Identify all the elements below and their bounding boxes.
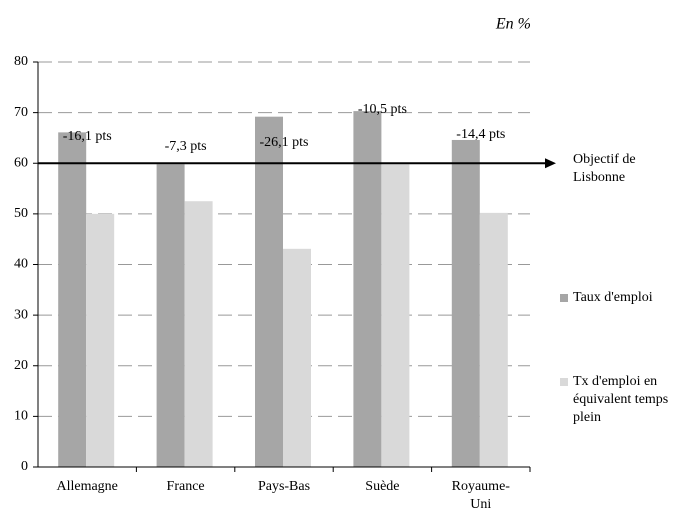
bar — [255, 116, 283, 468]
bar — [479, 212, 508, 467]
y-tick-label: 20 — [14, 358, 28, 373]
annotation: -14,4 pts — [456, 127, 505, 142]
legend-label: Taux d'emploi — [573, 290, 653, 305]
y-tick-label: 50 — [14, 206, 28, 221]
y-tick-label: 10 — [14, 409, 28, 424]
x-tick-label: Suède — [365, 479, 400, 494]
y-tick-label: 80 — [14, 54, 28, 69]
bar — [58, 132, 87, 467]
bar — [283, 248, 311, 467]
y-tick-label: 70 — [14, 105, 28, 120]
y-tick-label: 0 — [21, 459, 28, 474]
target-label: Objectif de Lisbonne — [573, 152, 636, 186]
bar — [184, 201, 213, 467]
annotation: -7,3 pts — [165, 139, 207, 154]
chart-subtitle: En % — [495, 16, 531, 33]
annotation: -26,1 pts — [260, 135, 309, 150]
bar — [86, 213, 115, 467]
y-tick-label: 30 — [14, 307, 28, 322]
y-tick-label: 60 — [14, 155, 28, 170]
annotation: -10,5 pts — [358, 102, 407, 117]
annotation: -16,1 pts — [63, 129, 112, 144]
bar — [353, 111, 382, 467]
bar — [451, 139, 480, 467]
legend-swatch — [560, 378, 568, 386]
target-arrow — [545, 158, 556, 169]
x-tick-label: France — [166, 479, 205, 494]
x-tick-label: Royaume-Uni — [451, 479, 510, 512]
bar — [381, 164, 410, 467]
y-tick-label: 40 — [14, 257, 28, 272]
x-tick-label: Allemagne — [56, 479, 118, 494]
x-tick-label: Pays-Bas — [257, 479, 311, 494]
bar — [156, 164, 185, 467]
legend-swatch — [560, 294, 568, 302]
legend-label: Tx d'emploi en équivalent temps plein — [573, 374, 669, 425]
